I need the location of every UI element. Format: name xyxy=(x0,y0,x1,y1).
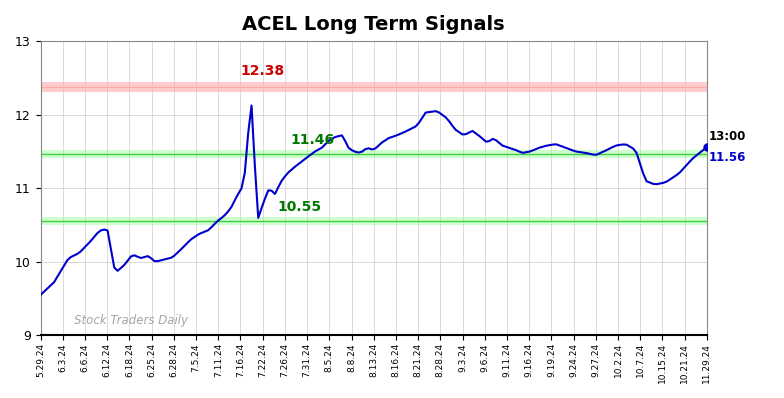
Text: 12.38: 12.38 xyxy=(241,64,285,78)
Point xyxy=(701,144,713,150)
Text: 11.56: 11.56 xyxy=(708,152,746,164)
Bar xyxy=(41,82,707,92)
Text: Stock Traders Daily: Stock Traders Daily xyxy=(74,314,188,327)
Bar xyxy=(41,217,707,225)
Bar xyxy=(41,150,707,158)
Text: 10.55: 10.55 xyxy=(277,200,321,214)
Title: ACEL Long Term Signals: ACEL Long Term Signals xyxy=(242,15,505,34)
Text: 13:00: 13:00 xyxy=(708,130,746,142)
Text: 11.46: 11.46 xyxy=(290,133,335,147)
